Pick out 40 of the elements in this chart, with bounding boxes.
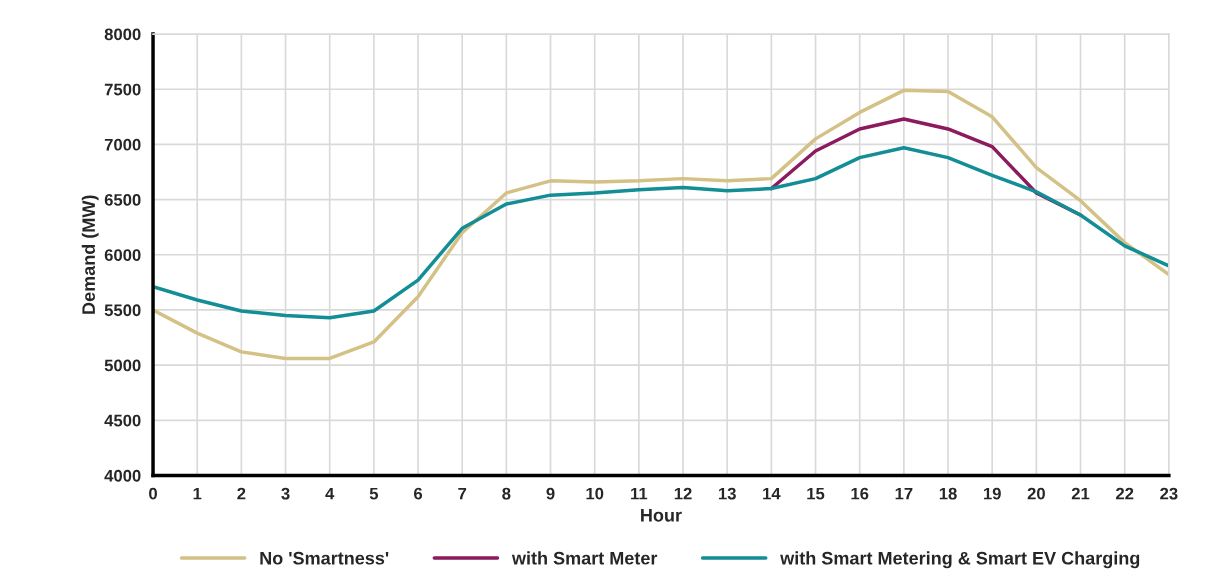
y-tick-label: 6000 [104,249,141,261]
x-tick-label: 6 [414,487,423,500]
x-tick-label: 12 [674,487,692,500]
y-tick-label: 5000 [104,359,141,372]
y-tick-label: 7000 [104,138,141,151]
y-tick-label: 7500 [104,83,141,96]
x-tick-label: 8 [502,487,511,500]
x-tick-label: 14 [763,487,781,500]
y-tick-label: 8000 [104,28,141,41]
x-tick-label: 3 [281,487,290,500]
x-tick-label: 20 [1027,487,1045,500]
x-tick-label: 15 [807,487,825,500]
x-tick-label: 21 [1071,487,1090,500]
x-tick-label: 23 [1160,487,1178,500]
x-tick-label: 11 [631,487,648,500]
y-tick-label: 6500 [104,193,141,206]
x-tick-label: 10 [586,487,604,500]
x-axis-title: Hour [641,509,682,522]
x-tick-label: 19 [983,487,1001,500]
x-tick-label: 9 [546,487,555,500]
x-tick-label: 16 [851,487,869,500]
y-tick-label: 4500 [104,414,141,427]
x-tick-label: 0 [149,487,157,500]
line-series [153,145,1169,320]
x-tick-label: 4 [325,487,335,500]
x-tick-label: 13 [718,487,736,500]
legend-label: with Smart Metering & Smart EV Charging [780,551,1140,569]
y-tick-label: 5500 [104,304,141,317]
x-tick-label: 2 [237,487,246,500]
x-tick-label: 7 [458,487,467,500]
y-tick-label: 4000 [104,469,141,482]
x-tick-label: 22 [1115,487,1134,500]
x-tick-label: 1 [193,487,202,500]
x-tick-label: 17 [895,487,913,500]
x-tick-label: 5 [369,487,379,500]
y-axis-title: Demand (MW) [81,195,99,314]
line-series [153,88,1169,361]
legend-label: No 'Smartness' [260,551,389,565]
legend-label: with Smart Meter [511,551,658,565]
x-tick-label: 18 [939,487,957,500]
